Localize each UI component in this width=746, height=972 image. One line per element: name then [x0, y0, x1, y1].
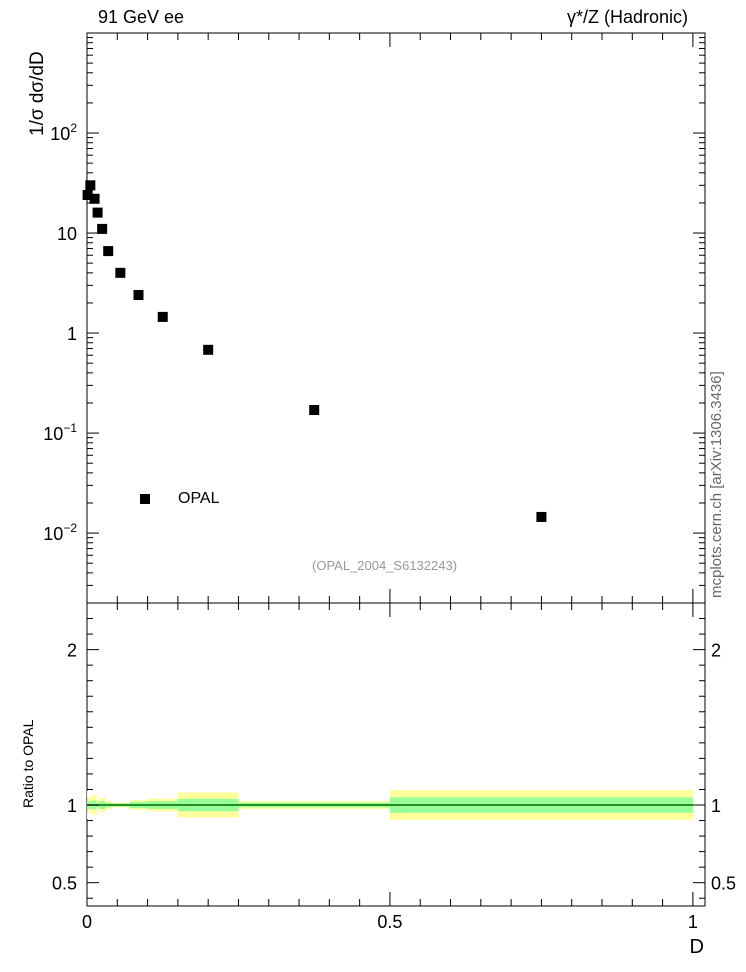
main-y-tick-label: 102 — [50, 121, 77, 144]
x-axis-label: D — [689, 936, 704, 958]
ratio-y-axis-label: Ratio to OPAL — [20, 719, 36, 808]
data-point — [157, 311, 168, 322]
main-y-axis-label: 1/σ dσ/dD — [27, 51, 48, 136]
data-point — [133, 290, 144, 301]
data-point — [203, 344, 214, 355]
ratio-frame — [86, 602, 706, 907]
x-tick-label: 0 — [82, 912, 92, 932]
ratio-panel: 0.5 0.51 12 20 0.5 1 — [52, 602, 736, 932]
ratio-y-tick-label-right: 0.5 — [711, 874, 736, 894]
data-point — [115, 267, 126, 278]
main-frame — [86, 32, 706, 604]
data-point — [82, 190, 93, 201]
side-credit-text: mcplots.cern.ch [arXiv:1306.3436] — [708, 371, 725, 598]
data-point — [85, 180, 96, 191]
data-point — [536, 511, 547, 522]
data-point — [309, 405, 320, 416]
main-y-tick-label: 10 — [57, 224, 77, 244]
ratio-y-tick-label-right: 2 — [711, 641, 721, 661]
header-process-label: 91 GeV ee — [98, 7, 185, 27]
data-point — [97, 223, 108, 234]
ratio-y-tick-label: 0.5 — [52, 874, 77, 894]
legend-marker — [140, 494, 150, 504]
main-y-tick-label: 1 — [67, 324, 77, 344]
ratio-y-tick-label: 1 — [67, 796, 77, 816]
legend-label: OPAL — [178, 490, 220, 507]
data-point — [92, 207, 103, 218]
main-panel: 10−2 10−1 1 10 102 — [43, 32, 706, 604]
main-y-tick-label: 10−1 — [43, 421, 77, 444]
ratio-y-tick-label: 2 — [67, 641, 77, 661]
analysis-tag: (OPAL_2004_S6132243) — [312, 558, 458, 573]
x-tick-label: 0.5 — [377, 912, 402, 932]
ratio-y-tick-label-right: 1 — [711, 796, 721, 816]
data-point — [103, 246, 114, 257]
main-y-tick-label: 10−2 — [43, 521, 77, 544]
data-point — [89, 193, 100, 204]
header-channel-label: γ*/Z (Hadronic) — [566, 7, 688, 27]
x-tick-label: 1 — [688, 912, 698, 932]
